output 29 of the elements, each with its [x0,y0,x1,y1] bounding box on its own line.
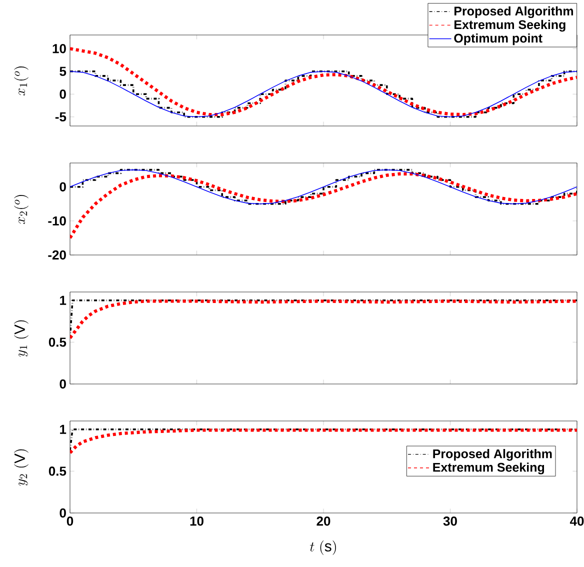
x-tick-label: 20 [316,516,330,526]
y-tick-label: 0.5 [48,338,66,347]
y-axis-title: $y_2\ (\mathrm{V})$ [14,449,28,486]
x-tick-label: 40 [570,516,584,526]
x-tick-label: 0 [66,516,74,526]
y-tick-label: 0 [60,90,66,99]
y-axis-title: $x_2(^o)$ [14,195,28,224]
x-axis-title: $t\ (\mathrm{s})$ [310,540,336,555]
legend-label: Extremum Seeking [433,462,544,474]
y-tick-label: 0 [60,379,66,389]
legend-label: Proposed Algorithm [433,449,552,461]
legend-label: Optimum point [454,33,542,46]
x-tick-label: 30 [443,516,457,526]
y-tick-label: -5 [55,112,66,122]
y-tick-label: 5 [60,66,66,76]
y-tick-label: 10 [52,44,66,54]
y-axis-title: $x_1(^o)$ [14,66,28,96]
y-tick-label: 0 [60,508,66,518]
y-tick-label: -10 [48,216,66,226]
x-tick-label: 10 [190,516,204,526]
legend-label: Proposed Algorithm [454,6,574,18]
y-tick-label: 0 [60,182,66,192]
y-tick-label: 1 [60,424,66,434]
y-axis-title: $y_1\ (\mathrm{V})$ [14,320,28,357]
y-tick-label: 0.5 [48,466,66,476]
legend-label: Extremum Seeking [454,20,566,32]
line-series [70,172,577,240]
y-tick-label: -20 [48,250,66,260]
y-tick-label: 1 [60,296,66,305]
